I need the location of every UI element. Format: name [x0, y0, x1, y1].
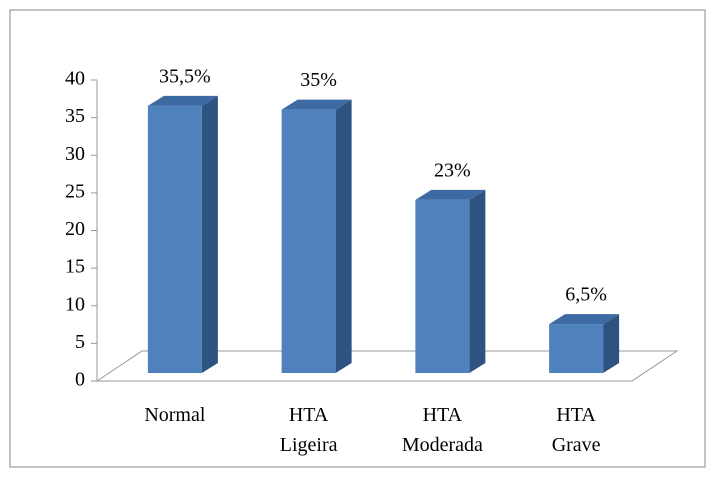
data-label: 35%: [300, 69, 337, 91]
bar-top: [281, 99, 352, 110]
bar-top: [147, 95, 218, 106]
data-label: 35,5%: [159, 65, 211, 87]
x-tick-label: HTA Grave: [551, 404, 601, 456]
data-label: 6,5%: [565, 284, 607, 306]
chart-border: [9, 9, 706, 468]
x-tick-label: Normal: [144, 404, 206, 426]
y-tick-label: 35: [65, 105, 85, 127]
data-label: 23%: [434, 160, 471, 182]
bar-top: [415, 189, 486, 200]
y-tick-label: 30: [65, 143, 85, 165]
bar-side: [335, 99, 352, 373]
bar: [549, 324, 604, 373]
bar-side: [603, 314, 620, 373]
y-tick-label: 25: [65, 180, 85, 202]
x-tick-label: HTA Ligeira: [279, 404, 338, 456]
y-tick-label: 10: [65, 293, 85, 315]
y-tick-label: 20: [65, 218, 85, 240]
bar: [147, 105, 202, 374]
y-tick-label: 0: [75, 369, 85, 391]
y-tick-label: 5: [75, 331, 85, 353]
bar: [281, 109, 336, 373]
y-tick-label: 40: [65, 68, 85, 90]
bar-side: [469, 189, 486, 373]
x-tick-label: HTA Moderada: [401, 404, 483, 456]
bar: [415, 199, 470, 373]
y-tick-label: 15: [65, 256, 85, 278]
bar-top: [549, 314, 620, 325]
floor: [95, 350, 679, 382]
bar-side: [201, 95, 218, 374]
